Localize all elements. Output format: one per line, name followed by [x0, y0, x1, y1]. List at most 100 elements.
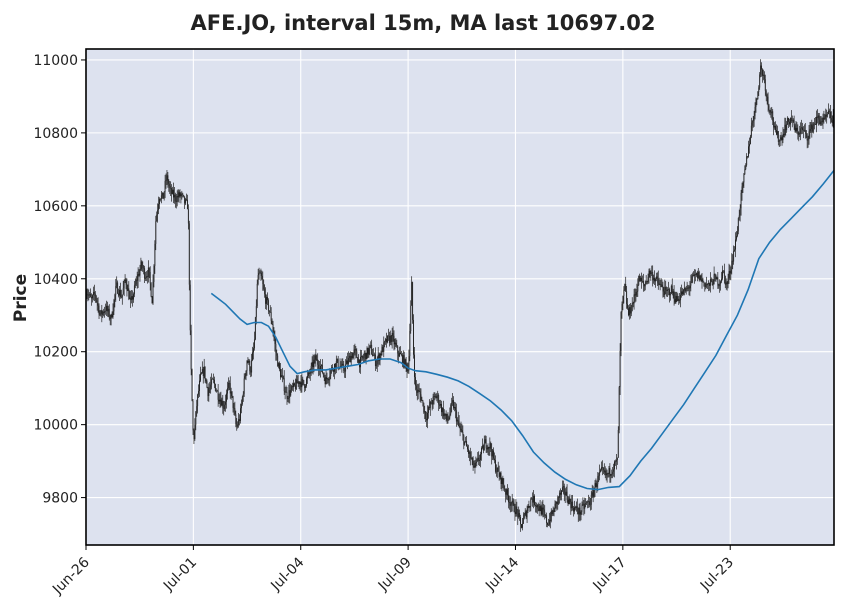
candle-body	[792, 119, 794, 121]
candle-body	[650, 272, 652, 275]
candle-body	[119, 289, 120, 296]
candle-body	[334, 363, 336, 369]
candle-body	[113, 300, 115, 312]
candle-body	[654, 277, 656, 282]
candle-body	[831, 119, 833, 124]
candle-body	[165, 180, 167, 182]
candle-body	[420, 394, 422, 401]
candle-body	[786, 124, 788, 131]
candle-body	[318, 364, 320, 369]
candle-body	[373, 355, 374, 357]
candle-body	[589, 504, 591, 506]
candle-body	[507, 489, 508, 496]
candle-body	[548, 524, 549, 526]
candle-body	[481, 445, 483, 448]
candle-body	[551, 510, 553, 515]
candle-body	[560, 492, 562, 495]
candle-body	[185, 199, 187, 204]
candle-body	[605, 470, 607, 476]
candle-body	[347, 357, 349, 364]
candle-body	[503, 484, 505, 489]
candle-body	[250, 371, 252, 373]
candle-body	[190, 330, 192, 370]
candle-body	[322, 372, 324, 375]
candle-body	[320, 364, 322, 367]
candle-body	[236, 424, 238, 427]
candle-body	[382, 346, 384, 352]
candle-body	[748, 146, 749, 157]
candle-body	[502, 478, 504, 485]
candle-body	[757, 91, 759, 100]
candle-body	[199, 380, 200, 392]
candle-body	[282, 376, 284, 378]
candle-body	[166, 175, 168, 181]
candle-body	[467, 449, 469, 454]
candle-body	[457, 419, 459, 422]
x-tick-label: Jul-01	[160, 555, 200, 595]
candle-body	[427, 407, 429, 413]
candle-body	[602, 468, 604, 471]
candle-body	[553, 510, 555, 512]
candle-body	[601, 467, 603, 469]
candle-body	[797, 130, 799, 135]
candle-body	[387, 335, 389, 337]
candle-body	[586, 502, 588, 504]
candle-body	[133, 285, 135, 295]
candle-body	[360, 356, 361, 368]
candle-body	[768, 105, 770, 111]
candle-body	[455, 410, 457, 422]
candle-body	[519, 513, 521, 518]
candle-body	[780, 137, 782, 140]
candle-body	[625, 284, 627, 292]
candle-body	[258, 273, 260, 276]
candle-body	[122, 288, 124, 295]
candle-body	[617, 429, 619, 458]
candle-body	[506, 489, 508, 495]
candle-body	[575, 506, 577, 509]
candle-body	[817, 115, 819, 118]
candle-body	[741, 186, 743, 193]
candle-body	[606, 473, 608, 476]
candle-body	[775, 125, 776, 131]
candle-body	[520, 517, 522, 525]
candle-body	[251, 360, 253, 373]
candle-body	[153, 265, 155, 282]
candle-body	[640, 277, 642, 282]
candle-body	[398, 353, 400, 357]
candle-body	[694, 274, 696, 276]
candle-body	[661, 284, 663, 288]
candle-body	[108, 308, 110, 318]
candle-body	[675, 296, 677, 303]
candle-body	[178, 192, 180, 198]
candle-body	[709, 283, 710, 286]
candle-body	[96, 300, 98, 304]
candle-body	[175, 201, 177, 203]
candle-body	[433, 396, 435, 397]
candle-body	[691, 276, 693, 283]
candle-body	[829, 111, 831, 119]
candle-body	[392, 333, 394, 336]
candle-body	[609, 468, 611, 476]
candle-body	[588, 501, 589, 502]
candle-body	[361, 355, 363, 358]
candle-body	[151, 296, 153, 304]
candle-body	[533, 495, 535, 503]
candle-body	[603, 470, 605, 473]
candle-body	[460, 428, 462, 431]
candle-body	[218, 399, 220, 402]
candle-body	[162, 192, 164, 199]
candle-body	[596, 484, 598, 487]
candle-body	[291, 386, 293, 390]
candle-body	[342, 363, 344, 365]
candle-body	[216, 390, 218, 392]
candle-body	[285, 391, 287, 393]
y-tick-label: 10000	[33, 418, 78, 434]
candle-body	[532, 498, 534, 503]
candle-body	[137, 274, 139, 281]
y-tick-label: 10800	[33, 126, 78, 142]
candle-body	[176, 195, 178, 203]
candle-body	[759, 74, 761, 88]
candle-body	[189, 284, 191, 331]
candle-body	[299, 382, 301, 384]
